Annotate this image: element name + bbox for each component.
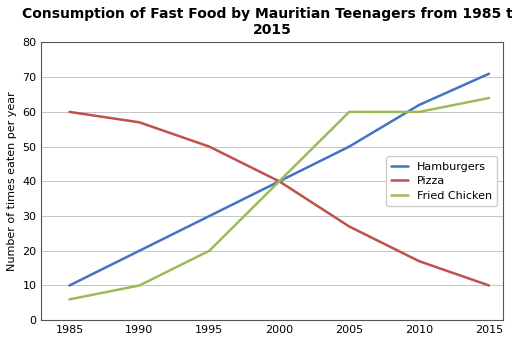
- Fried Chicken: [486, 96, 492, 100]
- Fried Chicken: [276, 179, 282, 183]
- Hamburgers: [67, 284, 73, 288]
- Fried Chicken: [346, 110, 352, 114]
- Y-axis label: Number of times eaten per year: Number of times eaten per year: [7, 91, 17, 271]
- Pizza: [136, 120, 142, 124]
- Fried Chicken: [136, 284, 142, 288]
- Hamburgers: [206, 214, 212, 218]
- Line: Fried Chicken: Fried Chicken: [70, 98, 489, 299]
- Hamburgers: [486, 72, 492, 76]
- Hamburgers: [346, 145, 352, 149]
- Hamburgers: [136, 249, 142, 253]
- Fried Chicken: [206, 249, 212, 253]
- Pizza: [206, 145, 212, 149]
- Pizza: [276, 179, 282, 183]
- Line: Hamburgers: Hamburgers: [70, 74, 489, 286]
- Legend: Hamburgers, Pizza, Fried Chicken: Hamburgers, Pizza, Fried Chicken: [386, 156, 498, 206]
- Title: Consumption of Fast Food by Mauritian Teenagers from 1985 to
2015: Consumption of Fast Food by Mauritian Te…: [22, 7, 512, 37]
- Pizza: [486, 284, 492, 288]
- Fried Chicken: [416, 110, 422, 114]
- Pizza: [67, 110, 73, 114]
- Hamburgers: [416, 103, 422, 107]
- Pizza: [416, 259, 422, 263]
- Hamburgers: [276, 179, 282, 183]
- Pizza: [346, 224, 352, 228]
- Fried Chicken: [67, 297, 73, 301]
- Line: Pizza: Pizza: [70, 112, 489, 286]
